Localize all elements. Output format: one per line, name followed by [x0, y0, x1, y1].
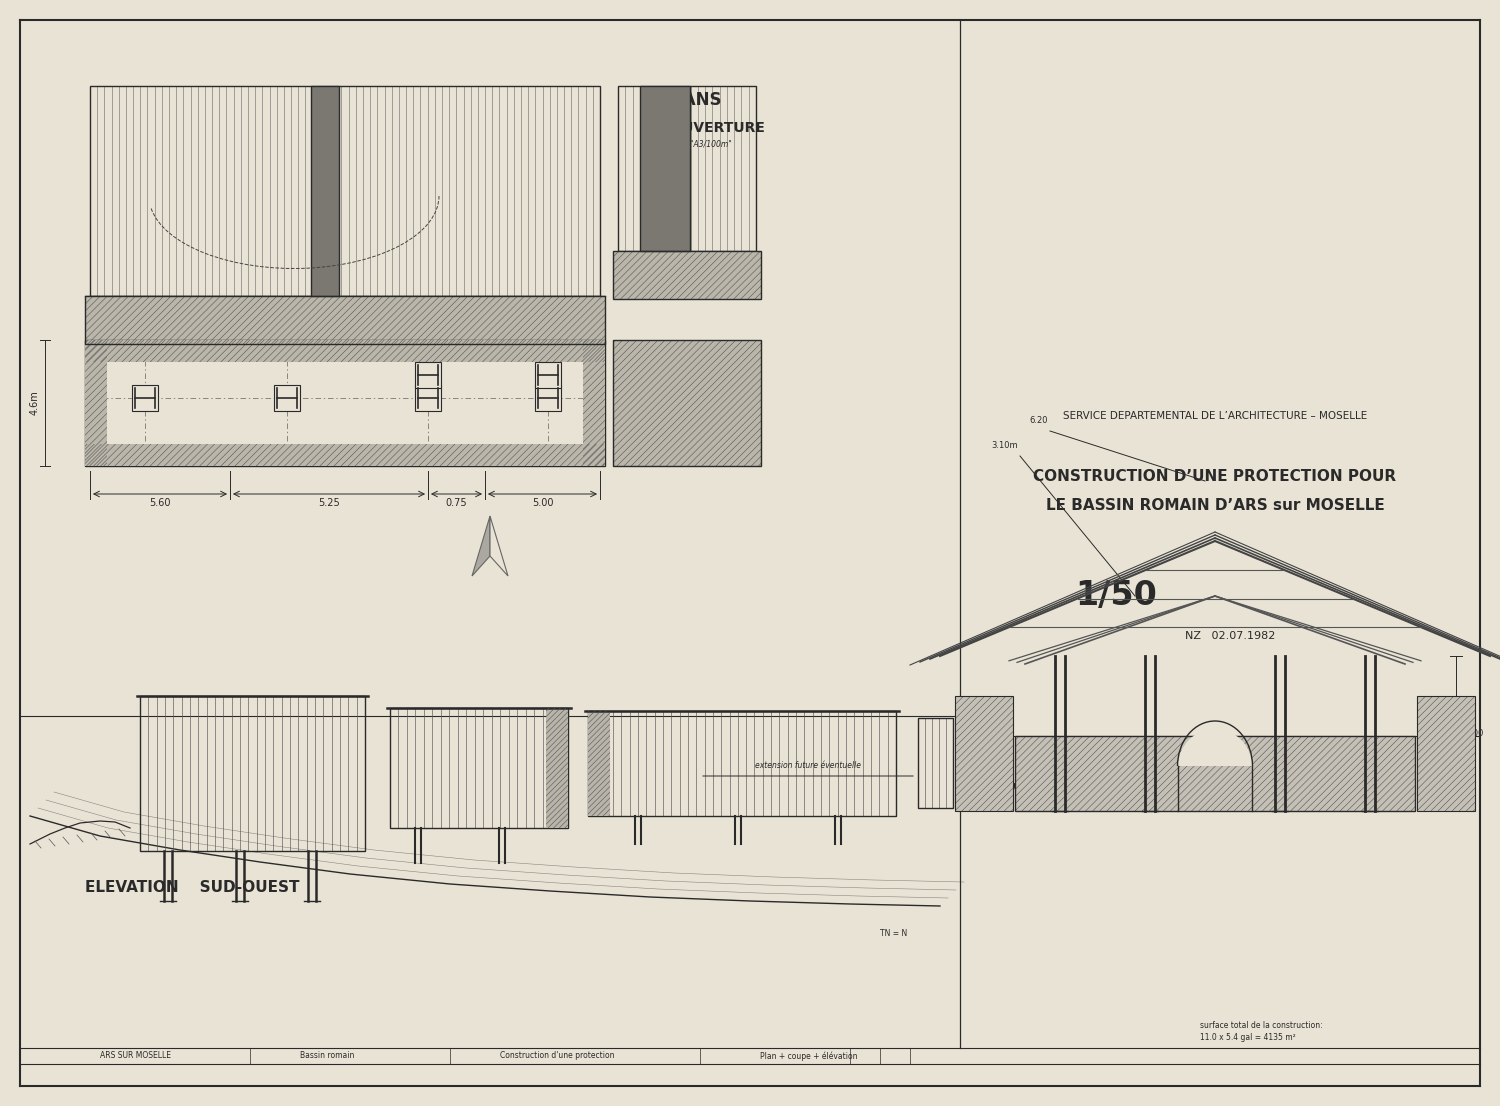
Text: 1.00: 1.00: [1466, 729, 1484, 738]
Text: SERVICE DEPARTEMENTAL DE L’ARCHITECTURE – MOSELLE: SERVICE DEPARTEMENTAL DE L’ARCHITECTURE …: [1064, 411, 1366, 421]
Bar: [1016, 735, 1414, 811]
Bar: [1016, 735, 1414, 811]
Bar: [956, 696, 1012, 811]
Bar: [918, 718, 952, 808]
Bar: [588, 711, 610, 816]
Bar: [86, 296, 604, 344]
Text: 3.10m: 3.10m: [992, 441, 1018, 450]
Text: échelle "A3/100m": échelle "A3/100m": [660, 140, 732, 150]
Text: NZ   02.07.1982: NZ 02.07.1982: [1185, 632, 1275, 641]
Bar: [614, 251, 760, 299]
Bar: [1016, 735, 1414, 811]
Text: 4.6m: 4.6m: [30, 390, 40, 416]
Text: Plan + coupe + élévation: Plan + coupe + élévation: [760, 1051, 858, 1061]
Polygon shape: [490, 517, 508, 576]
Text: TN = N: TN = N: [880, 929, 908, 939]
Bar: [86, 340, 604, 362]
Bar: [618, 86, 756, 251]
Bar: [956, 696, 1012, 811]
Bar: [86, 340, 604, 362]
Text: CHARPENTE: CHARPENTE: [660, 386, 754, 400]
Bar: [546, 708, 568, 828]
Text: ELEVATION    SUD-OUEST: ELEVATION SUD-OUEST: [86, 880, 300, 896]
Bar: [584, 340, 604, 466]
Bar: [86, 444, 604, 466]
Bar: [416, 385, 441, 411]
Bar: [614, 340, 760, 466]
Bar: [956, 696, 1012, 811]
Bar: [614, 251, 760, 299]
Bar: [86, 444, 604, 466]
Polygon shape: [472, 517, 490, 576]
Text: 5.00: 5.00: [531, 498, 554, 508]
Bar: [588, 711, 610, 816]
Bar: [86, 340, 106, 466]
Bar: [614, 251, 760, 299]
Bar: [588, 711, 896, 816]
Bar: [614, 340, 760, 466]
Text: surface total de la construction:: surface total de la construction:: [1200, 1022, 1323, 1031]
Bar: [86, 340, 604, 466]
Text: 1/50: 1/50: [1076, 580, 1156, 613]
Text: 0.75: 0.75: [446, 498, 468, 508]
Text: Bassin romain: Bassin romain: [300, 1052, 354, 1061]
Bar: [1418, 696, 1474, 811]
Text: COUVERTURE: COUVERTURE: [660, 121, 765, 135]
Text: PLANS: PLANS: [660, 91, 722, 109]
Text: CONSTRUCTION D’UNE PROTECTION POUR
LE BASSIN ROMAIN D’ARS sur MOSELLE: CONSTRUCTION D’UNE PROTECTION POUR LE BA…: [1034, 469, 1397, 513]
Bar: [390, 708, 568, 828]
Bar: [1418, 696, 1474, 811]
Bar: [140, 696, 364, 851]
Bar: [416, 363, 441, 388]
Text: ELEVATION COUPE    SUD-EST: ELEVATION COUPE SUD-EST: [982, 782, 1188, 794]
Text: ARS SUR MOSELLE: ARS SUR MOSELLE: [100, 1052, 171, 1061]
Bar: [640, 86, 690, 251]
Bar: [536, 363, 561, 388]
Bar: [86, 296, 604, 344]
Text: extension future éventuelle: extension future éventuelle: [754, 761, 861, 770]
Wedge shape: [1178, 729, 1252, 766]
Bar: [90, 86, 600, 296]
Bar: [1418, 696, 1474, 811]
Bar: [274, 385, 300, 411]
Text: 11.0 x 5.4 gal = 4135 m²: 11.0 x 5.4 gal = 4135 m²: [1200, 1033, 1296, 1043]
Bar: [536, 385, 561, 411]
Bar: [86, 296, 604, 344]
Text: 6.20: 6.20: [1029, 416, 1048, 425]
Text: 5.25: 5.25: [318, 498, 340, 508]
Bar: [614, 340, 760, 466]
Bar: [86, 340, 106, 466]
Bar: [132, 385, 158, 411]
Text: 5.60: 5.60: [148, 498, 171, 508]
Text: Construction d'une protection: Construction d'une protection: [500, 1052, 615, 1061]
Bar: [546, 708, 568, 828]
Bar: [584, 340, 604, 466]
Bar: [310, 86, 339, 296]
